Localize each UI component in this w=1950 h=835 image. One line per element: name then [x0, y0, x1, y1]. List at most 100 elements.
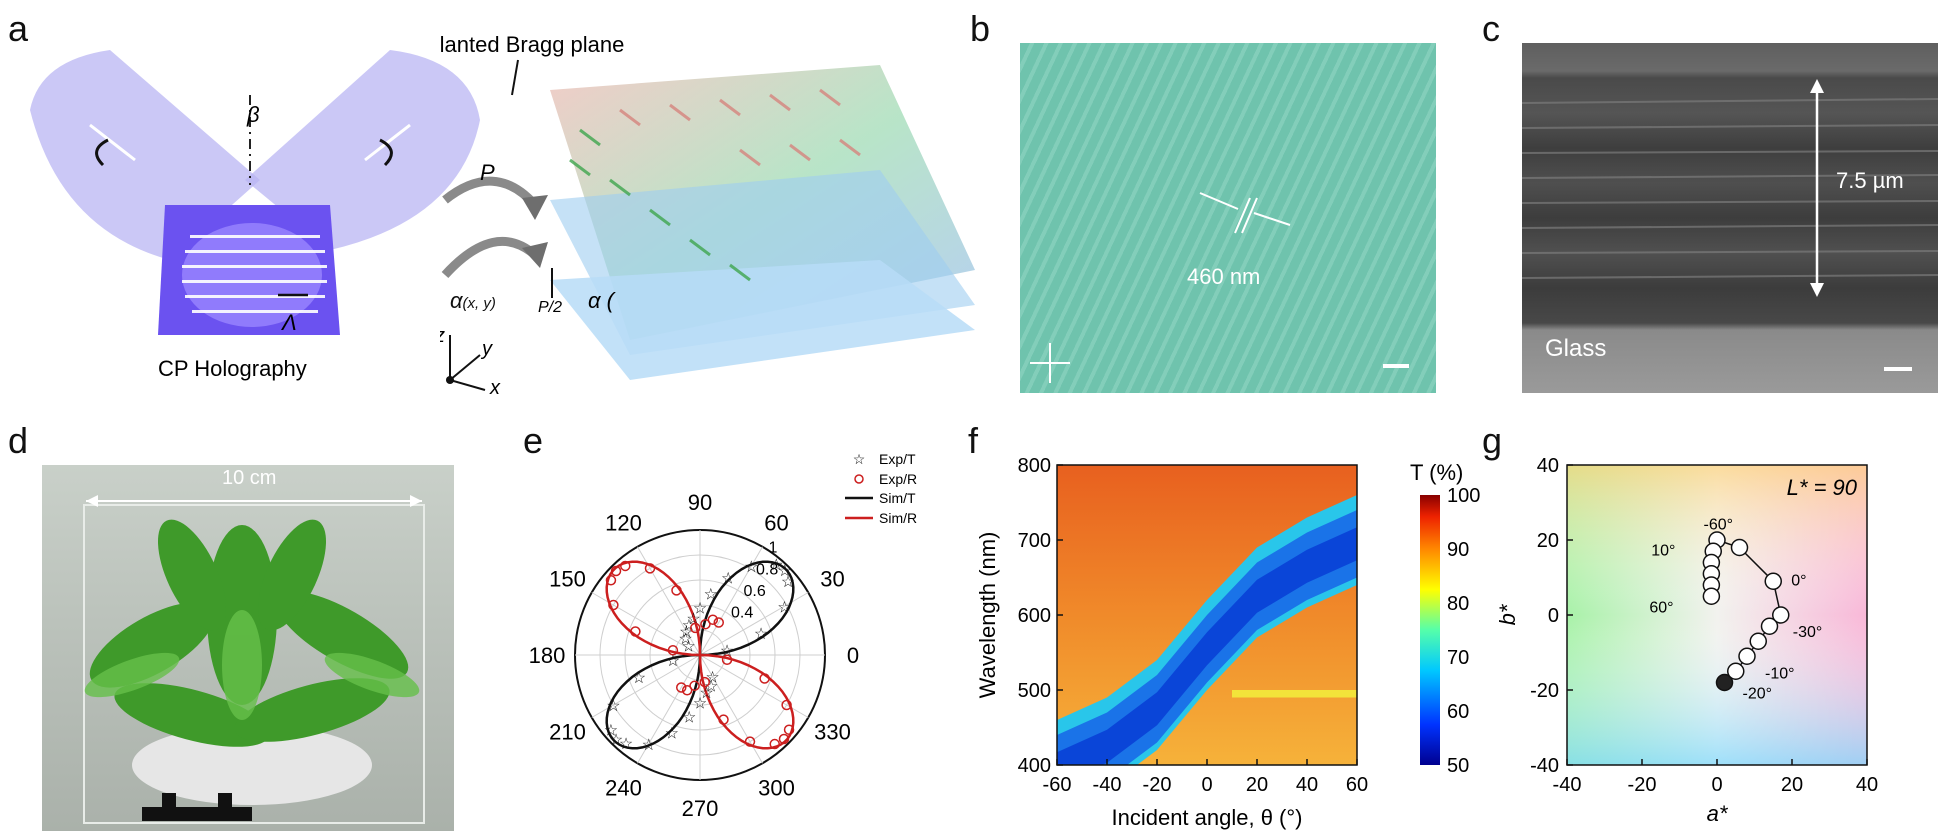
alpha-symbol: α	[450, 288, 463, 313]
panel-letter-f: f	[968, 420, 979, 461]
panel-letter-g: g	[1482, 420, 1503, 461]
colorbar-tick-label: 70	[1447, 647, 1469, 669]
exp-t-star: ☆	[704, 679, 718, 696]
panel-letter-c: c	[1482, 8, 1500, 49]
glass-label: Glass	[1545, 335, 1607, 362]
thickness-label: 7.5 µm	[1836, 168, 1904, 193]
color-point	[1727, 662, 1745, 680]
axis-z-label: z	[440, 325, 445, 347]
exp-t-star: ☆	[744, 559, 758, 576]
exp-r-point	[718, 714, 729, 725]
color-point-label: -60°	[1704, 517, 1734, 534]
exp-t-star: ☆	[720, 643, 734, 660]
exp-t-star: ☆	[619, 736, 633, 753]
exp-t-star: ☆	[721, 570, 735, 587]
x-tick-label: -20	[1143, 774, 1172, 796]
colorbar-tick-label: 50	[1447, 755, 1469, 777]
color-point-label: -20°	[1743, 686, 1773, 703]
exp-r-point	[769, 738, 780, 750]
x-tick-label: 0	[1711, 774, 1722, 796]
exp-r-point	[644, 563, 656, 574]
exp-r-point	[744, 736, 756, 747]
panel-a-arrows: P	[441, 160, 548, 279]
exp-r-point	[783, 724, 795, 735]
y-axis-label: b*	[1495, 603, 1520, 625]
y-tick-label: 500	[1018, 680, 1051, 702]
legend-exp-r-label: Exp/R	[879, 471, 917, 487]
sim-t-lobe	[698, 560, 795, 657]
exp-t-star: ☆	[604, 723, 618, 740]
y-tick-label: -40	[1530, 755, 1559, 777]
polar-angle-tick-label: 210	[549, 720, 586, 745]
exp-r-point	[689, 680, 700, 692]
exp-t-star: ☆	[777, 599, 791, 616]
alpha-subscript: (x, y)	[462, 295, 496, 312]
legend-exp-t-label: Exp/T	[879, 451, 916, 467]
polar-angle-tick-label: 300	[758, 776, 795, 801]
polar-angle-tick-label: 330	[814, 720, 851, 745]
x-tick-label: -40	[1093, 774, 1122, 796]
exp-r-point	[781, 699, 792, 711]
polar-radial-tick-label: 0.4	[731, 605, 753, 622]
color-point	[1738, 647, 1756, 665]
exp-r-point	[700, 618, 711, 630]
color-point	[1760, 617, 1779, 635]
panel-c-overlay	[1522, 79, 1938, 371]
sim-r-lobe	[605, 560, 702, 657]
p-label: P	[480, 160, 495, 185]
legend-exp-t-marker: ☆	[853, 451, 866, 467]
color-point	[1702, 587, 1721, 605]
y-axis-label: Wavelength (nm)	[975, 532, 1000, 699]
axis-y-label: y	[480, 338, 493, 360]
polar-radial-tick-label: 0.6	[744, 583, 766, 600]
exp-r-point	[608, 599, 619, 611]
heatmap-chart: -60 -40 -20 0 20 40 60 400 500 600 700 800 Incident …	[975, 455, 1480, 830]
color-point-label: 10°	[1651, 542, 1675, 559]
exp-t-star: ☆	[682, 617, 696, 634]
polar-chart: 0 30 60 90 120 150 180 210 240 270 300 330 0.4 0.6 0.8…	[529, 451, 917, 821]
exp-t-star: ☆	[679, 624, 693, 641]
colorbar-tick-label: 80	[1447, 593, 1469, 615]
exp-t-star: ☆	[642, 737, 656, 754]
exp-t-star: ☆	[666, 653, 680, 670]
polar-angle-tick-label: 270	[682, 796, 719, 821]
polar-angle-tick-label: 180	[529, 643, 566, 668]
polar-radial-tick-label: 0.8	[756, 561, 778, 578]
exp-t-star: ☆	[699, 685, 713, 702]
panel-b-micrograph	[1020, 43, 1436, 393]
color-point-label: 0°	[1791, 572, 1806, 589]
bragg-plane-title: Slanted Bragg plane	[440, 32, 624, 57]
sim-r-lobe	[698, 653, 795, 750]
exp-r-point	[778, 733, 790, 745]
x-tick-label: -60	[1043, 774, 1072, 796]
exp-r-point	[699, 676, 711, 688]
sim-t-lobe	[605, 653, 702, 750]
colorbar-tick-label: 60	[1447, 701, 1469, 723]
exp-t-star: ☆	[778, 563, 792, 580]
legend-exp-r-marker	[854, 474, 864, 484]
polar-radial-tick-label: 1	[769, 540, 778, 557]
polar-angle-tick-label: 150	[549, 567, 586, 592]
color-point	[1764, 572, 1782, 590]
colorbar-tick-label: 100	[1447, 485, 1480, 507]
color-point-label: -10°	[1765, 665, 1795, 682]
exp-r-point	[689, 622, 701, 634]
exp-t-star: ☆	[693, 696, 707, 713]
exp-t-star: ☆	[606, 698, 620, 715]
exp-r-point	[610, 565, 622, 577]
exp-r-point	[721, 654, 733, 666]
legend-sim-r-label: Sim/R	[879, 510, 917, 526]
exp-r-point	[759, 673, 770, 684]
exp-r-point	[620, 560, 631, 572]
panel-letter-d: d	[8, 420, 29, 461]
exp-t-star: ☆	[609, 732, 623, 749]
panel-b-overlay	[1030, 192, 1409, 383]
x-tick-label: 40	[1856, 774, 1878, 796]
exp-r-point	[671, 585, 682, 596]
exp-t-star: ☆	[632, 670, 646, 687]
panel-letter-a: a	[8, 8, 29, 49]
exp-r-point	[605, 575, 617, 586]
cp-holography-caption: CP Holography	[158, 356, 307, 381]
polar-angle-tick-label: 90	[688, 490, 712, 515]
panel-d-overlay	[83, 495, 425, 824]
